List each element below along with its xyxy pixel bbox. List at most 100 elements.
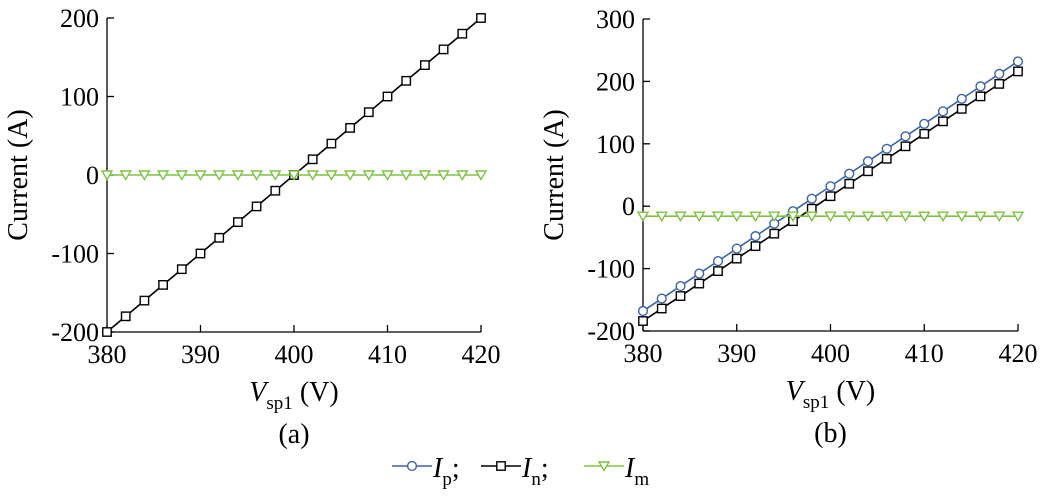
legend-label-main: I xyxy=(432,453,444,484)
legend-marker xyxy=(496,461,506,471)
data-point-In xyxy=(638,316,648,326)
series-Im xyxy=(636,211,1025,223)
legend-label-main: I xyxy=(624,453,636,484)
data-point-In xyxy=(694,278,705,289)
data-point-Ip xyxy=(1012,56,1024,67)
series-In xyxy=(102,13,486,337)
data-point-In xyxy=(102,327,112,337)
data-point-In xyxy=(307,154,318,165)
data-point-Im xyxy=(362,170,376,181)
data-point-In xyxy=(176,264,187,275)
data-point-Im xyxy=(269,170,282,181)
data-point-Im xyxy=(474,170,488,181)
data-point-Im xyxy=(993,211,1006,223)
data-point-In xyxy=(825,191,836,202)
legend-label-sep: ; xyxy=(452,453,460,484)
data-point-Im xyxy=(636,211,650,223)
data-point-Ip xyxy=(956,93,967,104)
data-point-Ip xyxy=(694,268,705,279)
data-point-In xyxy=(863,166,873,177)
x-axis-label-sub: sp1 xyxy=(266,393,292,414)
data-point-In xyxy=(120,311,131,322)
data-point-Ip xyxy=(975,81,986,92)
data-point-Im xyxy=(325,170,338,181)
legend: Ip; In; Im xyxy=(392,453,649,490)
data-point-Ip xyxy=(750,231,761,242)
data-point-Im xyxy=(250,170,263,181)
data-point-Im xyxy=(175,170,189,181)
data-point-Ip xyxy=(806,193,817,204)
data-point-In xyxy=(656,303,667,314)
x-axis-label-unit: (V) xyxy=(829,376,875,407)
data-point-Im xyxy=(749,211,762,223)
data-point-Ip xyxy=(994,68,1005,80)
data-point-In xyxy=(214,232,225,243)
y-tick-label: 0 xyxy=(86,161,99,190)
x-axis-label-main: V xyxy=(786,376,806,407)
data-point-In xyxy=(919,128,930,139)
data-point-Im xyxy=(918,211,931,223)
legend-label-sub: m xyxy=(634,469,649,490)
data-point-Im xyxy=(768,211,781,223)
data-point-In xyxy=(900,141,911,152)
y-tick-label: 100 xyxy=(60,83,99,112)
data-point-In xyxy=(401,75,412,86)
data-point-Im xyxy=(138,170,151,181)
series-Ip xyxy=(637,56,1024,317)
data-point-In xyxy=(326,138,337,149)
series-In xyxy=(638,66,1023,326)
legend-label: Ip; xyxy=(432,453,460,490)
data-point-Im xyxy=(381,170,394,181)
x-axis-label-main: V xyxy=(249,377,269,408)
data-point-In xyxy=(994,78,1005,89)
data-point-In xyxy=(975,91,986,102)
data-point-In xyxy=(345,122,355,133)
data-point-In xyxy=(195,248,206,259)
chart-panel-a: -200 -100 0 100 200 380 390 400 410 420 Current (A… xyxy=(3,4,501,450)
legend-label-sub: n xyxy=(531,469,541,490)
data-point-In xyxy=(769,228,780,239)
data-point-In xyxy=(476,13,486,23)
data-point-Ip xyxy=(637,305,649,317)
data-point-Im xyxy=(955,211,968,223)
y-tick-label: 200 xyxy=(596,67,635,96)
data-point-Im xyxy=(119,170,132,181)
data-point-Im xyxy=(306,170,319,181)
data-point-Ip xyxy=(656,293,667,304)
data-point-Ip xyxy=(712,256,724,267)
data-point-Im xyxy=(693,211,706,223)
data-point-Ip xyxy=(844,168,855,179)
data-point-In xyxy=(956,103,967,114)
x-tick-label: 410 xyxy=(905,339,944,368)
y-axis-label: Current (A) xyxy=(3,109,34,240)
data-point-Im xyxy=(655,211,668,223)
data-point-In xyxy=(844,178,855,189)
data-point-Ip xyxy=(675,280,686,292)
data-point-In xyxy=(232,217,243,227)
data-point-In xyxy=(363,107,374,118)
data-point-In xyxy=(438,44,449,55)
data-point-In xyxy=(270,185,281,196)
x-tick-label: 390 xyxy=(181,340,220,369)
y-tick-label: -100 xyxy=(51,240,99,269)
data-point-In xyxy=(457,28,468,39)
data-point-Ip xyxy=(881,143,892,154)
data-point-In xyxy=(713,266,723,276)
data-point-Im xyxy=(730,211,743,223)
data-point-In xyxy=(938,116,948,127)
data-point-Im xyxy=(824,211,837,223)
x-axis-label: Vsp1 (V) xyxy=(786,376,875,413)
data-point-Im xyxy=(711,211,725,223)
data-point-Im xyxy=(786,211,800,223)
legend-item-In: In; xyxy=(481,453,549,490)
data-point-In xyxy=(675,291,686,301)
data-point-In xyxy=(881,153,892,164)
data-point-In xyxy=(382,91,393,102)
y-tick-label: 100 xyxy=(596,130,635,159)
data-point-Im xyxy=(899,211,912,223)
data-point-In xyxy=(139,295,150,306)
data-point-Im xyxy=(418,170,432,181)
data-point-Im xyxy=(456,170,469,181)
y-tick-label: 300 xyxy=(596,5,635,34)
